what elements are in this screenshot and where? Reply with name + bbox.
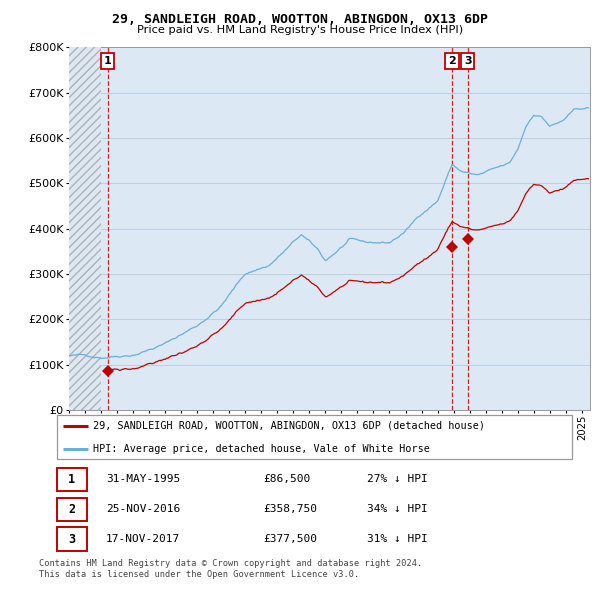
Text: 31-MAY-1995: 31-MAY-1995 — [106, 474, 181, 484]
Text: 17-NOV-2017: 17-NOV-2017 — [106, 534, 181, 544]
Text: 2: 2 — [68, 503, 76, 516]
Text: 31% ↓ HPI: 31% ↓ HPI — [367, 534, 428, 544]
FancyBboxPatch shape — [56, 527, 87, 550]
Text: 29, SANDLEIGH ROAD, WOOTTON, ABINGDON, OX13 6DP: 29, SANDLEIGH ROAD, WOOTTON, ABINGDON, O… — [112, 13, 488, 26]
Text: 1: 1 — [104, 56, 112, 66]
Bar — [69, 47, 101, 410]
Text: HPI: Average price, detached house, Vale of White Horse: HPI: Average price, detached house, Vale… — [93, 444, 430, 454]
Text: Price paid vs. HM Land Registry's House Price Index (HPI): Price paid vs. HM Land Registry's House … — [137, 25, 463, 35]
Text: 1: 1 — [68, 473, 76, 486]
Text: £377,500: £377,500 — [263, 534, 317, 544]
Text: 29, SANDLEIGH ROAD, WOOTTON, ABINGDON, OX13 6DP (detached house): 29, SANDLEIGH ROAD, WOOTTON, ABINGDON, O… — [93, 421, 485, 431]
Text: Contains HM Land Registry data © Crown copyright and database right 2024.: Contains HM Land Registry data © Crown c… — [39, 559, 422, 568]
Text: This data is licensed under the Open Government Licence v3.0.: This data is licensed under the Open Gov… — [39, 570, 359, 579]
Text: 27% ↓ HPI: 27% ↓ HPI — [367, 474, 428, 484]
Text: £86,500: £86,500 — [263, 474, 310, 484]
FancyBboxPatch shape — [56, 497, 87, 521]
Text: 2: 2 — [448, 56, 456, 66]
FancyBboxPatch shape — [56, 415, 572, 460]
FancyBboxPatch shape — [56, 468, 87, 491]
Text: 3: 3 — [464, 56, 472, 66]
Text: 25-NOV-2016: 25-NOV-2016 — [106, 504, 181, 514]
Text: £358,750: £358,750 — [263, 504, 317, 514]
Text: 3: 3 — [68, 533, 76, 546]
Text: 34% ↓ HPI: 34% ↓ HPI — [367, 504, 428, 514]
